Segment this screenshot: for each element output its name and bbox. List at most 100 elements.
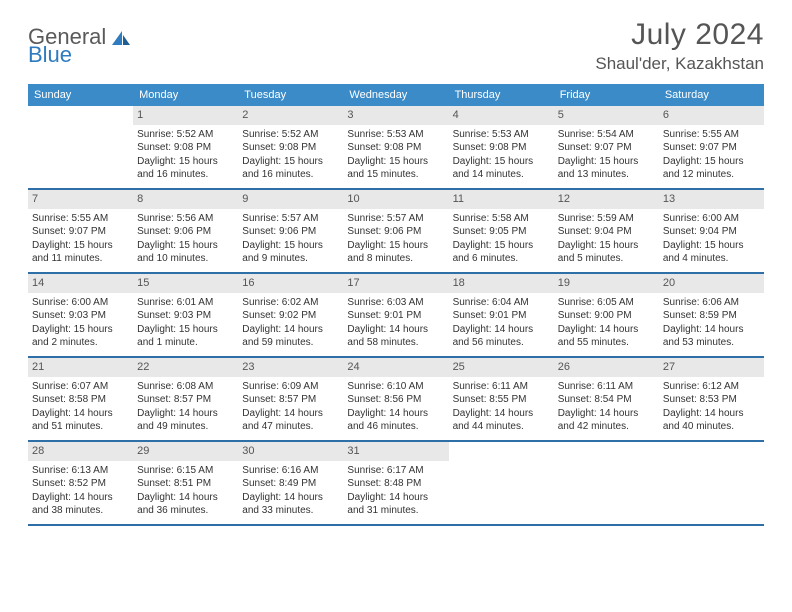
day-detail-line: Daylight: 14 hours [347, 407, 444, 421]
day-cell: 22Sunrise: 6:08 AMSunset: 8:57 PMDayligh… [133, 358, 238, 440]
day-detail-line: Daylight: 14 hours [347, 491, 444, 505]
day-cell: 3Sunrise: 5:53 AMSunset: 9:08 PMDaylight… [343, 106, 448, 188]
day-detail-line: Sunrise: 6:06 AM [663, 296, 760, 310]
week-row: 1Sunrise: 5:52 AMSunset: 9:08 PMDaylight… [28, 106, 764, 190]
day-detail-line: Sunset: 8:58 PM [32, 393, 129, 407]
logo-sail-icon [110, 29, 132, 47]
day-detail-line: Sunrise: 6:08 AM [137, 380, 234, 394]
day-detail-line: Sunrise: 5:57 AM [347, 212, 444, 226]
day-cell: 28Sunrise: 6:13 AMSunset: 8:52 PMDayligh… [28, 442, 133, 524]
day-cell: 15Sunrise: 6:01 AMSunset: 9:03 PMDayligh… [133, 274, 238, 356]
day-detail-line: Sunrise: 5:56 AM [137, 212, 234, 226]
day-detail-line: Sunrise: 6:11 AM [558, 380, 655, 394]
day-detail-line: Sunset: 8:55 PM [453, 393, 550, 407]
day-number: 9 [238, 190, 343, 209]
day-detail-line: and 58 minutes. [347, 336, 444, 350]
weekday-header: Saturday [659, 84, 764, 106]
day-detail-line: Sunset: 9:07 PM [32, 225, 129, 239]
day-detail-line: Sunrise: 6:00 AM [32, 296, 129, 310]
day-detail-line: Daylight: 14 hours [32, 407, 129, 421]
day-detail-line: and 4 minutes. [663, 252, 760, 266]
day-detail-line: Sunset: 8:57 PM [137, 393, 234, 407]
day-number: 29 [133, 442, 238, 461]
day-number: 12 [554, 190, 659, 209]
weekday-header: Tuesday [238, 84, 343, 106]
day-number: 23 [238, 358, 343, 377]
weekday-header: Sunday [28, 84, 133, 106]
day-detail-line: Sunset: 9:06 PM [242, 225, 339, 239]
day-detail-line: Sunset: 8:52 PM [32, 477, 129, 491]
day-cell: 6Sunrise: 5:55 AMSunset: 9:07 PMDaylight… [659, 106, 764, 188]
day-detail-line: Sunrise: 5:55 AM [663, 128, 760, 142]
day-cell [554, 442, 659, 524]
day-detail-line: Sunset: 8:56 PM [347, 393, 444, 407]
day-detail-line: Sunset: 9:03 PM [137, 309, 234, 323]
logo-text-blue: Blue [28, 42, 72, 68]
day-detail-line: Daylight: 15 hours [32, 239, 129, 253]
day-detail-line: and 16 minutes. [137, 168, 234, 182]
day-detail-line: Sunset: 8:59 PM [663, 309, 760, 323]
day-detail-line: Sunset: 9:06 PM [137, 225, 234, 239]
day-number: 30 [238, 442, 343, 461]
day-detail-line: Daylight: 14 hours [242, 491, 339, 505]
day-number: 13 [659, 190, 764, 209]
page-header: General July 2024 Shaul'der, Kazakhstan [28, 18, 764, 74]
day-cell: 11Sunrise: 5:58 AMSunset: 9:05 PMDayligh… [449, 190, 554, 272]
weekday-header-row: SundayMondayTuesdayWednesdayThursdayFrid… [28, 84, 764, 106]
day-number: 20 [659, 274, 764, 293]
day-detail-line: Sunset: 9:07 PM [663, 141, 760, 155]
week-row: 7Sunrise: 5:55 AMSunset: 9:07 PMDaylight… [28, 190, 764, 274]
day-detail-line: Sunrise: 5:53 AM [347, 128, 444, 142]
day-cell: 7Sunrise: 5:55 AMSunset: 9:07 PMDaylight… [28, 190, 133, 272]
location: Shaul'der, Kazakhstan [595, 54, 764, 74]
day-number: 16 [238, 274, 343, 293]
day-cell: 24Sunrise: 6:10 AMSunset: 8:56 PMDayligh… [343, 358, 448, 440]
day-detail-line: Daylight: 14 hours [558, 407, 655, 421]
day-detail-line: Daylight: 14 hours [558, 323, 655, 337]
day-number: 15 [133, 274, 238, 293]
day-detail-line: Daylight: 15 hours [663, 239, 760, 253]
day-detail-line: and 36 minutes. [137, 504, 234, 518]
day-detail-line: Sunset: 9:05 PM [453, 225, 550, 239]
day-detail-line: Sunrise: 6:07 AM [32, 380, 129, 394]
title-block: July 2024 Shaul'der, Kazakhstan [595, 18, 764, 74]
day-detail-line: and 53 minutes. [663, 336, 760, 350]
day-detail-line: Daylight: 15 hours [453, 239, 550, 253]
day-detail-line: and 59 minutes. [242, 336, 339, 350]
day-detail-line: Sunrise: 6:02 AM [242, 296, 339, 310]
day-detail-line: and 55 minutes. [558, 336, 655, 350]
day-detail-line: and 49 minutes. [137, 420, 234, 434]
day-number: 18 [449, 274, 554, 293]
day-detail-line: Daylight: 14 hours [242, 407, 339, 421]
day-detail-line: Daylight: 14 hours [242, 323, 339, 337]
day-detail-line: and 9 minutes. [242, 252, 339, 266]
day-cell: 13Sunrise: 6:00 AMSunset: 9:04 PMDayligh… [659, 190, 764, 272]
day-detail-line: Sunset: 8:49 PM [242, 477, 339, 491]
day-detail-line: and 42 minutes. [558, 420, 655, 434]
day-detail-line: and 11 minutes. [32, 252, 129, 266]
week-row: 21Sunrise: 6:07 AMSunset: 8:58 PMDayligh… [28, 358, 764, 442]
day-detail-line: and 16 minutes. [242, 168, 339, 182]
day-detail-line: Sunrise: 6:01 AM [137, 296, 234, 310]
day-detail-line: Sunset: 9:08 PM [347, 141, 444, 155]
day-detail-line: Sunset: 8:57 PM [242, 393, 339, 407]
day-detail-line: and 15 minutes. [347, 168, 444, 182]
week-row: 14Sunrise: 6:00 AMSunset: 9:03 PMDayligh… [28, 274, 764, 358]
day-cell: 9Sunrise: 5:57 AMSunset: 9:06 PMDaylight… [238, 190, 343, 272]
day-detail-line: Daylight: 14 hours [137, 407, 234, 421]
day-detail-line: Sunset: 9:01 PM [453, 309, 550, 323]
day-detail-line: Sunset: 9:04 PM [663, 225, 760, 239]
day-detail-line: Sunrise: 5:57 AM [242, 212, 339, 226]
day-cell: 8Sunrise: 5:56 AMSunset: 9:06 PMDaylight… [133, 190, 238, 272]
day-cell: 23Sunrise: 6:09 AMSunset: 8:57 PMDayligh… [238, 358, 343, 440]
day-detail-line: Daylight: 15 hours [453, 155, 550, 169]
day-detail-line: Sunrise: 6:12 AM [663, 380, 760, 394]
day-detail-line: Sunrise: 5:59 AM [558, 212, 655, 226]
day-cell: 2Sunrise: 5:52 AMSunset: 9:08 PMDaylight… [238, 106, 343, 188]
day-number: 10 [343, 190, 448, 209]
day-number: 1 [133, 106, 238, 125]
day-detail-line: Daylight: 15 hours [137, 155, 234, 169]
day-detail-line: Sunset: 9:08 PM [453, 141, 550, 155]
day-detail-line: and 47 minutes. [242, 420, 339, 434]
day-cell: 10Sunrise: 5:57 AMSunset: 9:06 PMDayligh… [343, 190, 448, 272]
